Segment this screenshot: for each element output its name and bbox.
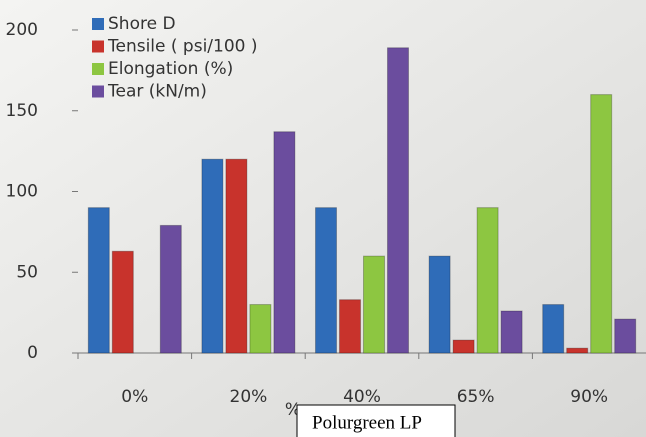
- legend-label: Shore D: [108, 14, 176, 34]
- y-tick-label: 200: [6, 20, 38, 40]
- bar: [542, 304, 565, 354]
- bar: [339, 299, 361, 354]
- legend-label: Tensile ( psi/100 ): [107, 37, 258, 57]
- bar: [566, 347, 589, 354]
- x-tick-label: 0%: [121, 387, 148, 407]
- bar: [249, 304, 272, 354]
- y-tick-label: 100: [6, 182, 38, 202]
- legend-label: Elongation (%): [108, 59, 233, 79]
- annotation: Polurgreen LP: [312, 412, 422, 433]
- y-tick-label: 0: [27, 343, 38, 363]
- legend-swatch: [92, 63, 104, 75]
- y-tick-label: 150: [6, 101, 38, 121]
- x-tick-label: 65%: [457, 387, 495, 407]
- bar: [159, 224, 182, 354]
- y-tick-label: 50: [16, 262, 38, 282]
- bar: [387, 47, 409, 354]
- bar: [315, 207, 337, 354]
- bar: [201, 158, 224, 354]
- bar: [476, 207, 499, 354]
- bar: [500, 310, 523, 354]
- legend-swatch: [92, 85, 104, 98]
- legend-label: Tear (kN/m): [107, 82, 207, 102]
- legend-swatch: [92, 18, 104, 30]
- bar: [111, 250, 134, 354]
- x-tick-label: 20%: [230, 387, 268, 407]
- bar: [452, 339, 475, 354]
- bar: [614, 318, 637, 354]
- bar: [590, 94, 613, 354]
- bar: [363, 255, 385, 354]
- bar: [428, 255, 451, 354]
- bar: [225, 158, 248, 354]
- x-tick-label: 90%: [570, 387, 608, 407]
- x-tick-label: 40%: [343, 387, 381, 407]
- plot: 0 50 100 150 200 0% 20% 40% 65% 90% Shore D Tensile…: [6, 14, 646, 407]
- bar: [273, 131, 296, 354]
- legend-swatch: [92, 40, 104, 53]
- annotation-box: [296, 404, 456, 437]
- bar: [87, 207, 110, 354]
